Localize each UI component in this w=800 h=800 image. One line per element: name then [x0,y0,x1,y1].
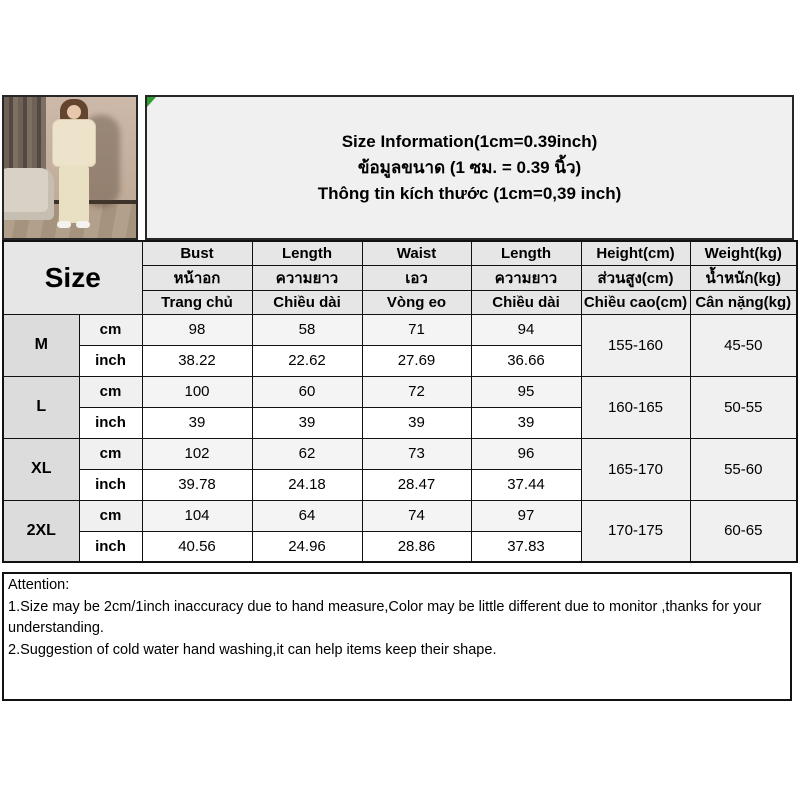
cell-value: 60 [251,375,363,408]
col-header-height-vi: Chiều cao(cm) [580,289,691,315]
cell-value: 73 [361,437,472,470]
product-photo [2,95,138,240]
cell-value: 62 [251,437,363,470]
cell-value: 28.47 [361,468,472,501]
cell-value: 27.69 [361,344,472,377]
title-panel: Size Information(1cm=0.39inch) ข้อมูลขนา… [145,95,794,240]
cell-value: 98 [141,313,253,346]
col-header-bust: Bust [141,240,253,266]
col-header-length2-vi: Chiều dài [470,289,582,315]
col-header-length-vi: Chiều dài [251,289,363,315]
col-header-weight-vi: Cân nặng(kg) [689,289,798,315]
cell-value: 39 [361,406,472,439]
title-thai: ข้อมูลขนาด (1 ซม. = 0.39 นิ้ว) [357,157,582,177]
table-row: inch 40.56 24.96 28.86 37.83 [3,530,797,563]
unit-label: cm [78,437,143,470]
col-header-waist-th: เอว [361,264,472,291]
col-header-bust-th: หน้าอก [141,264,253,291]
cell-value: 72 [361,375,472,408]
cell-value: 37.44 [470,468,582,501]
cell-value: 40.56 [141,530,253,563]
col-header-height: Height(cm) [580,240,691,266]
attention-note-2: 2.Suggestion of cold water hand washing,… [8,641,497,658]
cell-value: 94 [470,313,582,346]
cell-value: 74 [361,499,472,532]
unit-label: inch [78,406,143,439]
cell-value: 39 [141,406,253,439]
col-header-length2-th: ความยาว [470,264,582,291]
weight-range: 55-60 [689,437,798,501]
unit-label: inch [78,344,143,377]
attention-note-1: 1.Size may be 2cm/1inch inaccuracy due t… [8,598,762,637]
col-header-height-th: ส่วนสูง(cm) [580,264,691,291]
cell-value: 24.18 [251,468,363,501]
unit-label: cm [78,375,143,408]
unit-label: cm [78,313,143,346]
cell-value: 100 [141,375,253,408]
size-label-xl: XL [2,437,80,501]
weight-range: 60-65 [689,499,798,563]
cell-value: 95 [470,375,582,408]
title-english: Size Information(1cm=0.39inch) [341,131,598,151]
col-header-length-th: ความยาว [251,264,363,291]
size-label-m: M [2,313,80,377]
height-range: 170-175 [580,499,691,563]
height-range: 155-160 [580,313,691,377]
photo-slipper [76,221,90,228]
table-row: inch 39 39 39 39 [3,406,797,439]
header-row-thai: หน้าอก ความยาว เอว ความยาว ส่วนสูง(cm) น… [3,264,798,291]
size-header-cell: Size [2,240,143,315]
table-row: inch 38.22 22.62 27.69 36.66 [3,344,797,377]
table-row: M cm 98 58 71 94 155-160 45-50 [2,313,798,377]
green-corner-icon [147,97,156,107]
unit-label: inch [78,468,143,501]
weight-range: 50-55 [689,375,798,439]
cell-value: 71 [361,313,472,346]
col-header-weight-th: น้ำหนัก(kg) [689,264,798,291]
cell-value: 96 [470,437,582,470]
photo-pajama-top [52,119,96,167]
photo-slipper [57,221,71,228]
size-label-2xl: 2XL [2,499,80,563]
table-row: XL cm 102 62 73 96 165-170 55-60 [2,437,798,501]
cell-value: 22.62 [251,344,363,377]
col-header-length2: Length [470,240,582,266]
height-range: 160-165 [580,375,691,439]
cell-value: 38.22 [141,344,253,377]
table-row: 2XL cm 104 64 74 97 170-175 60-65 [2,499,798,563]
col-header-length: Length [251,240,363,266]
col-header-weight: Weight(kg) [689,240,798,266]
col-header-waist-vi: Vòng eo [361,289,472,315]
unit-label: inch [78,530,143,563]
cell-value: 64 [251,499,363,532]
table-row: L cm 100 60 72 95 160-165 50-55 [2,375,798,439]
weight-range: 45-50 [689,313,798,377]
cell-value: 102 [141,437,253,470]
cell-value: 39 [470,406,582,439]
cell-value: 24.96 [251,530,363,563]
col-header-waist: Waist [361,240,472,266]
cell-value: 28.86 [361,530,472,563]
size-table: Size Bust Length Waist Length Height(cm)… [2,240,798,563]
attention-heading: Attention: [8,577,70,593]
cell-value: 39 [251,406,363,439]
cell-value: 97 [470,499,582,532]
cell-value: 39.78 [141,468,253,501]
col-header-bust-vi: Trang chủ [141,289,253,315]
unit-label: cm [78,499,143,532]
cell-value: 104 [141,499,253,532]
photo-sofa [4,168,54,220]
photo-person-face [67,105,81,119]
photo-pajama-pants [59,165,89,223]
attention-box: Attention: 1.Size may be 2cm/1inch inacc… [2,572,792,701]
title-vietnamese: Thông tin kích thước (1cm=0,39 inch) [317,183,622,203]
cell-value: 36.66 [470,344,582,377]
cell-value: 37.83 [470,530,582,563]
header-row-vietnamese: Trang chủ Chiều dài Vòng eo Chiều dài Ch… [3,289,798,315]
height-range: 165-170 [580,437,691,501]
header-row-english: Size Bust Length Waist Length Height(cm)… [2,240,798,315]
cell-value: 58 [251,313,363,346]
size-label-l: L [2,375,80,439]
